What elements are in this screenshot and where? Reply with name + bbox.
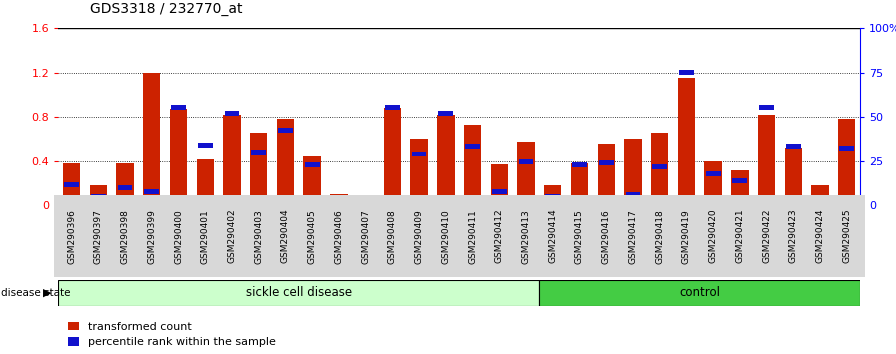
Bar <box>91 194 106 199</box>
Bar <box>116 163 134 205</box>
Legend: transformed count, percentile rank within the sample: transformed count, percentile rank withi… <box>64 317 280 352</box>
Text: GSM290413: GSM290413 <box>521 209 530 264</box>
Bar <box>758 115 775 205</box>
Bar <box>277 119 294 205</box>
Bar <box>358 198 373 202</box>
Bar <box>332 198 346 202</box>
Bar <box>304 155 321 205</box>
Bar <box>625 192 641 197</box>
Bar <box>731 170 748 205</box>
Bar <box>385 105 400 110</box>
Bar <box>706 171 720 176</box>
Bar <box>331 194 348 205</box>
Text: GSM290411: GSM290411 <box>468 209 477 264</box>
Text: sickle cell disease: sickle cell disease <box>246 286 352 299</box>
Bar <box>759 105 774 110</box>
Bar <box>198 143 212 148</box>
Text: GSM290407: GSM290407 <box>361 209 370 264</box>
Text: GSM290422: GSM290422 <box>762 209 771 263</box>
Text: GSM290418: GSM290418 <box>655 209 664 264</box>
Bar <box>679 70 694 75</box>
Text: disease state: disease state <box>1 288 71 298</box>
Bar <box>412 152 426 156</box>
Bar <box>813 196 827 201</box>
Bar <box>491 164 508 205</box>
Text: GSM290410: GSM290410 <box>442 209 451 264</box>
Bar <box>250 133 267 205</box>
Bar <box>465 144 480 149</box>
Bar <box>223 115 241 205</box>
Text: GSM290401: GSM290401 <box>201 209 210 264</box>
Bar <box>677 78 695 205</box>
Text: GSM290415: GSM290415 <box>575 209 584 264</box>
Text: control: control <box>679 286 720 299</box>
Bar <box>90 185 107 205</box>
Bar <box>733 178 747 183</box>
Text: GSM290398: GSM290398 <box>121 209 130 264</box>
Bar <box>544 185 562 205</box>
Bar <box>196 159 214 205</box>
Text: GSM290400: GSM290400 <box>174 209 183 264</box>
Bar <box>170 109 187 205</box>
Text: GSM290409: GSM290409 <box>415 209 424 264</box>
Bar <box>171 105 185 110</box>
Text: GSM290408: GSM290408 <box>388 209 397 264</box>
Bar <box>546 194 560 199</box>
Bar <box>786 144 801 149</box>
Text: GSM290406: GSM290406 <box>334 209 343 264</box>
Bar <box>143 73 160 205</box>
Text: GSM290419: GSM290419 <box>682 209 691 264</box>
Bar <box>117 185 133 190</box>
Text: GSM290414: GSM290414 <box>548 209 557 263</box>
Bar <box>625 139 642 205</box>
Bar <box>519 159 533 164</box>
Bar <box>599 160 614 165</box>
Bar <box>840 146 854 151</box>
Text: GSM290412: GSM290412 <box>495 209 504 263</box>
Bar <box>63 163 81 205</box>
Text: GSM290397: GSM290397 <box>94 209 103 264</box>
Bar <box>539 280 860 306</box>
Text: GSM290421: GSM290421 <box>736 209 745 263</box>
Bar <box>651 133 668 205</box>
Bar <box>437 115 454 205</box>
Bar <box>464 125 481 205</box>
Bar <box>225 111 239 116</box>
Bar <box>278 129 293 133</box>
Bar <box>704 161 722 205</box>
Text: GSM290402: GSM290402 <box>228 209 237 263</box>
Bar <box>517 142 535 205</box>
Text: GSM290404: GSM290404 <box>281 209 290 263</box>
Bar <box>252 150 266 155</box>
Bar <box>785 148 802 205</box>
Bar <box>65 182 79 187</box>
Bar <box>58 280 539 306</box>
Text: GSM290425: GSM290425 <box>842 209 851 263</box>
Bar <box>305 162 320 167</box>
Bar <box>144 189 159 194</box>
Bar <box>357 196 375 205</box>
Text: GDS3318 / 232770_at: GDS3318 / 232770_at <box>90 2 242 16</box>
Text: GSM290423: GSM290423 <box>788 209 797 263</box>
Bar <box>571 163 588 205</box>
Text: GSM290416: GSM290416 <box>602 209 611 264</box>
Bar <box>410 139 427 205</box>
Bar <box>838 119 856 205</box>
Bar <box>492 189 506 194</box>
Bar <box>438 111 453 116</box>
Bar <box>573 162 587 167</box>
Text: ▶: ▶ <box>43 288 51 298</box>
Bar <box>598 144 615 205</box>
Bar <box>383 108 401 205</box>
Text: GSM290424: GSM290424 <box>815 209 824 263</box>
Text: GSM290399: GSM290399 <box>147 209 156 264</box>
Bar <box>812 185 829 205</box>
Text: GSM290417: GSM290417 <box>628 209 637 264</box>
Text: GSM290396: GSM290396 <box>67 209 76 264</box>
Text: GSM290405: GSM290405 <box>307 209 316 264</box>
Text: GSM290403: GSM290403 <box>254 209 263 264</box>
Text: GSM290420: GSM290420 <box>709 209 718 263</box>
Bar <box>652 164 667 169</box>
